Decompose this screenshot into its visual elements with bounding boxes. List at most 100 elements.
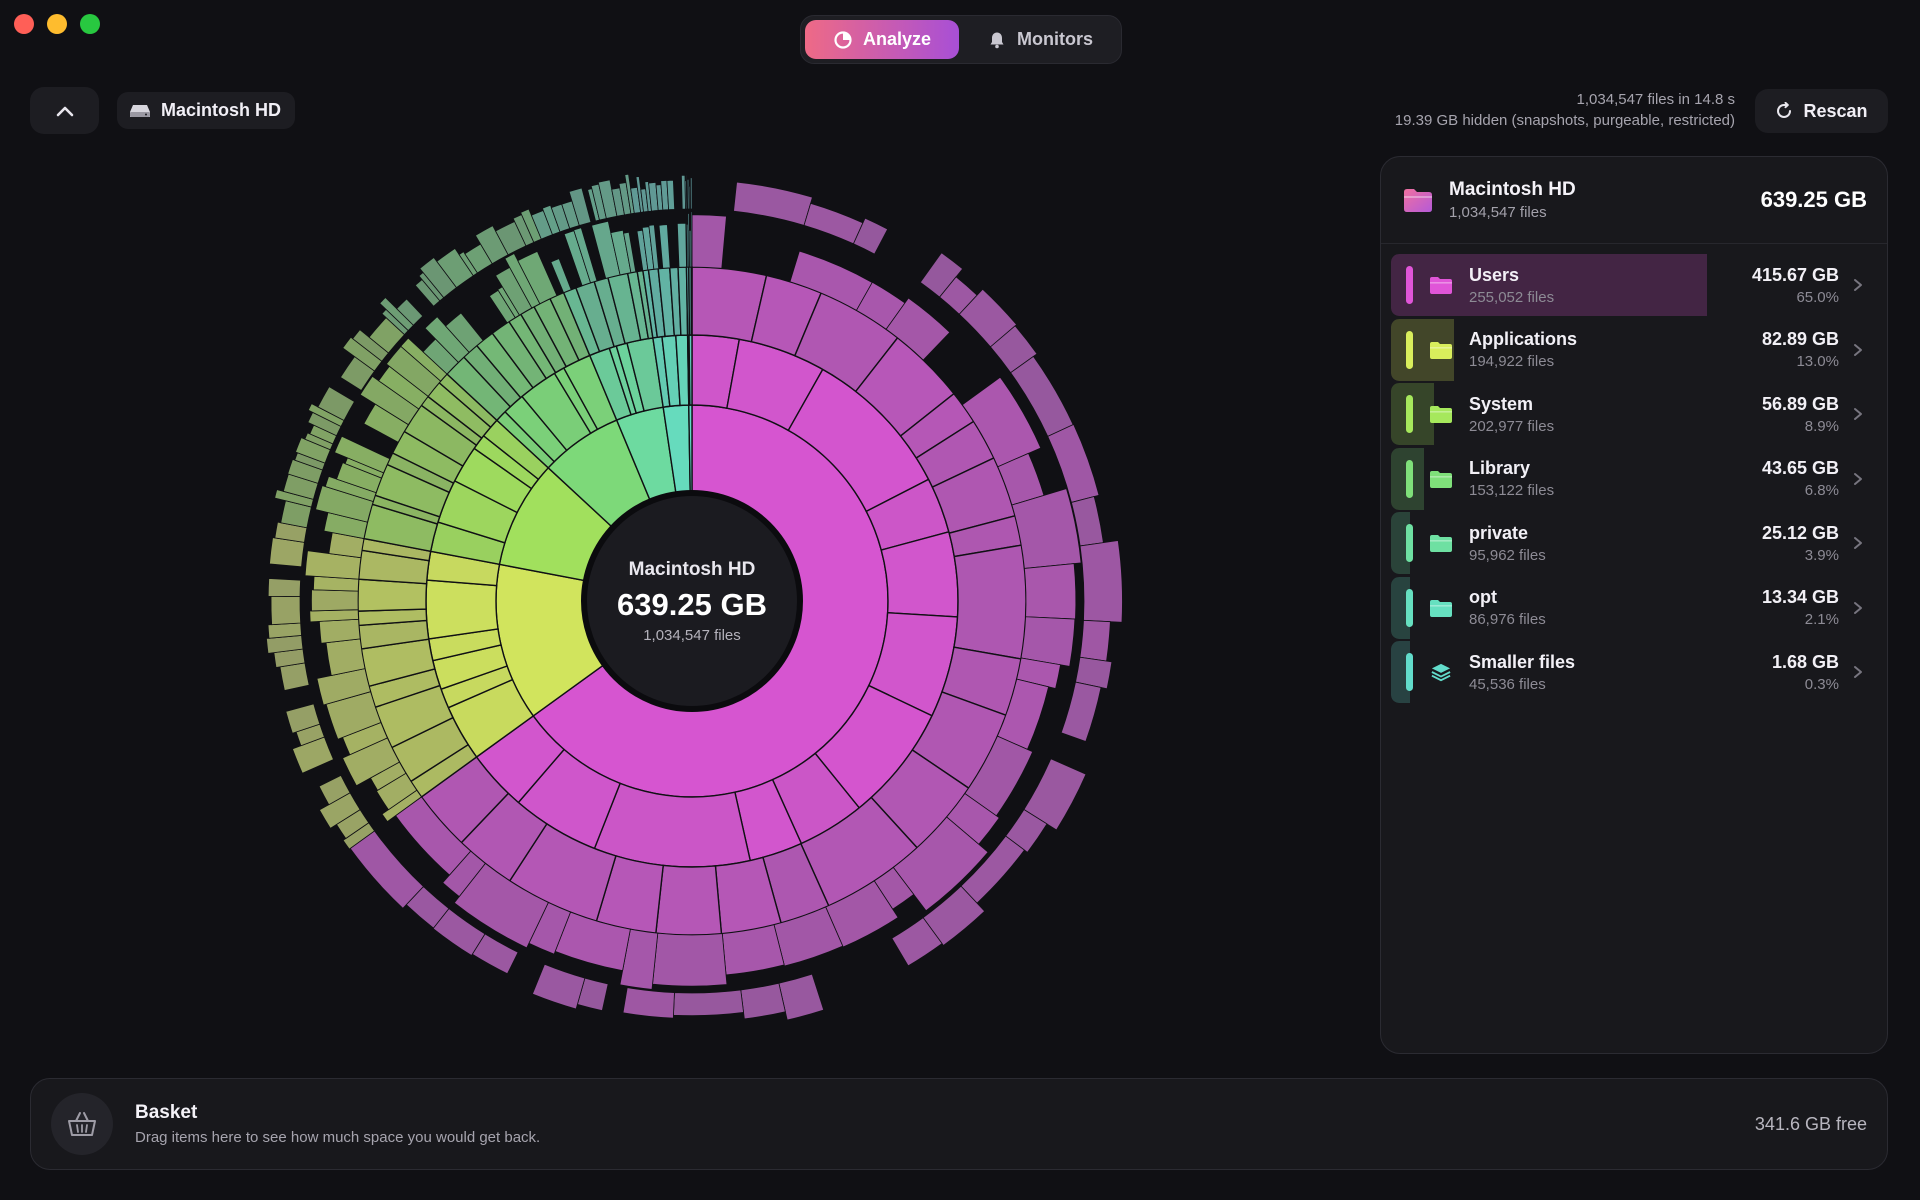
sunburst-segment[interactable]	[317, 386, 356, 422]
sunburst-segment[interactable]	[325, 638, 366, 677]
sunburst-segment[interactable]	[690, 266, 693, 336]
sunburst-segment[interactable]	[648, 224, 660, 270]
chevron-right-icon[interactable]	[1851, 472, 1865, 486]
layers-icon	[1431, 663, 1451, 682]
folder-row[interactable]: Library 153,122 files 43.65 GB 6.8%	[1391, 447, 1877, 510]
sunburst-segment[interactable]	[1047, 423, 1100, 503]
sunburst-segment[interactable]	[690, 211, 693, 268]
sunburst-segment[interactable]	[1079, 540, 1123, 623]
sunburst-segment[interactable]	[311, 589, 359, 612]
hidden-size-note: 19.39 GB hidden (snapshots, purgeable, r…	[1394, 112, 1735, 129]
color-stripe	[1406, 524, 1413, 562]
color-stripe	[1406, 459, 1413, 498]
sunburst-segment[interactable]	[568, 187, 592, 227]
chevron-right-icon[interactable]	[1851, 343, 1865, 357]
close-window-button[interactable]	[14, 14, 34, 34]
folder-files: 194,922 files	[1469, 353, 1555, 370]
folder-percent: 65.0%	[1796, 288, 1839, 306]
go-up-button[interactable]	[30, 87, 99, 134]
sunburst-segment[interactable]	[279, 662, 310, 692]
chevron-right-icon[interactable]	[1851, 278, 1865, 292]
folder-percent: 3.9%	[1804, 546, 1839, 564]
chevron-right-icon[interactable]	[1851, 536, 1865, 550]
folder-size: 415.67 GB	[1751, 264, 1839, 285]
sunburst-segment[interactable]	[593, 782, 752, 868]
folder-row[interactable]: Smaller files 45,536 files 1.68 GB 0.3%	[1391, 641, 1877, 703]
sunburst-segment[interactable]	[721, 924, 785, 976]
breadcrumb[interactable]: Macintosh HD	[117, 92, 296, 129]
sunburst-segment[interactable]	[676, 222, 687, 268]
color-stripe	[1406, 653, 1413, 691]
zoom-window-button[interactable]	[80, 14, 100, 34]
sunburst-segment[interactable]	[1020, 616, 1076, 667]
sunburst-segment[interactable]	[1079, 619, 1111, 662]
chevron-right-icon[interactable]	[1851, 601, 1865, 615]
folder-row[interactable]: System 202,977 files 56.89 GB 8.9%	[1391, 383, 1877, 445]
basket-icon	[51, 1093, 113, 1155]
sunburst-segment[interactable]	[655, 864, 723, 936]
sunburst-segment[interactable]	[666, 179, 676, 211]
sunburst-segment[interactable]	[688, 334, 693, 406]
folder-row[interactable]: Applications 194,922 files 82.89 GB 13.0%	[1391, 318, 1877, 381]
folder-row[interactable]: opt 86,976 files 13.34 GB 2.1%	[1391, 576, 1877, 639]
sunburst-segment[interactable]	[349, 830, 424, 909]
sunburst-segment[interactable]	[1023, 563, 1077, 620]
folder-files: 95,962 files	[1469, 546, 1546, 564]
folder-percent: 0.3%	[1804, 675, 1839, 693]
sunburst-segment[interactable]	[691, 214, 727, 269]
sunburst-segment[interactable]	[953, 544, 1027, 660]
rescan-label: Rescan	[1803, 100, 1868, 121]
sunburst-segment[interactable]	[550, 258, 572, 294]
sunburst-segment[interactable]	[622, 987, 675, 1019]
usage-fill	[1391, 512, 1411, 574]
sunburst-segment[interactable]	[673, 989, 745, 1017]
sunburst-segment[interactable]	[733, 181, 813, 226]
folder-row[interactable]: Users 255,052 files 415.67 GB 65.0%	[1391, 254, 1877, 316]
sunburst-segment[interactable]	[270, 595, 302, 626]
sunburst-segment[interactable]	[891, 917, 943, 967]
sunburst-segment[interactable]	[1060, 681, 1102, 742]
tab-analyze[interactable]: Analyze	[805, 20, 959, 59]
sunburst-segment[interactable]	[658, 224, 671, 269]
sunburst-segment[interactable]	[425, 579, 499, 640]
sunburst-segment[interactable]	[652, 932, 728, 987]
sunburst-segment[interactable]	[318, 774, 351, 806]
chevron-up-icon	[56, 106, 73, 116]
sunburst-segment[interactable]	[267, 578, 301, 597]
folder-percent: 2.1%	[1804, 611, 1839, 628]
sunburst-segment[interactable]	[318, 618, 361, 644]
chevron-right-icon[interactable]	[1851, 665, 1865, 679]
sunburst-segment[interactable]	[291, 736, 335, 774]
sunburst-segment[interactable]	[885, 297, 951, 361]
sunburst-segment[interactable]	[517, 250, 558, 305]
folder-icon	[1430, 535, 1452, 552]
minimize-window-button[interactable]	[47, 14, 67, 34]
sunburst-segment[interactable]	[852, 217, 889, 255]
panel-header: Macintosh HD 1,034,547 files 639.25 GB	[1381, 157, 1887, 244]
sunburst-segment[interactable]	[445, 312, 484, 353]
sunburst-segment[interactable]	[531, 963, 586, 1010]
color-stripe	[1406, 330, 1413, 369]
sunburst-segment[interactable]	[396, 298, 424, 326]
basket-dropzone[interactable]: Basket Drag items here to see how much s…	[30, 1078, 1888, 1170]
sunburst-segment[interactable]	[334, 435, 391, 474]
basket-subtitle: Drag items here to see how much space yo…	[135, 1129, 541, 1146]
sunburst-segment[interactable]	[623, 231, 637, 274]
folder-icon	[1404, 189, 1432, 212]
chevron-right-icon[interactable]	[1851, 407, 1865, 421]
folder-row[interactable]: private 95,962 files 25.12 GB 3.9%	[1391, 512, 1877, 574]
tab-analyze-label: Analyze	[862, 29, 932, 49]
sunburst-segment[interactable]	[267, 622, 302, 639]
sunburst-segment[interactable]	[778, 973, 825, 1021]
sunburst-segment[interactable]	[285, 703, 321, 734]
folder-percent: 6.8%	[1804, 482, 1839, 499]
folder-icon	[1430, 277, 1452, 294]
sunburst-center-disc[interactable]	[581, 490, 803, 712]
sunburst-segment[interactable]	[803, 202, 864, 245]
rescan-button[interactable]: Rescan	[1755, 89, 1888, 133]
sunburst-segment[interactable]	[357, 578, 428, 612]
tab-monitors[interactable]: Monitors	[963, 20, 1117, 59]
sunburst-segment[interactable]	[689, 177, 693, 210]
sunburst-segment[interactable]	[740, 982, 786, 1020]
sunburst-segment[interactable]	[573, 227, 598, 284]
